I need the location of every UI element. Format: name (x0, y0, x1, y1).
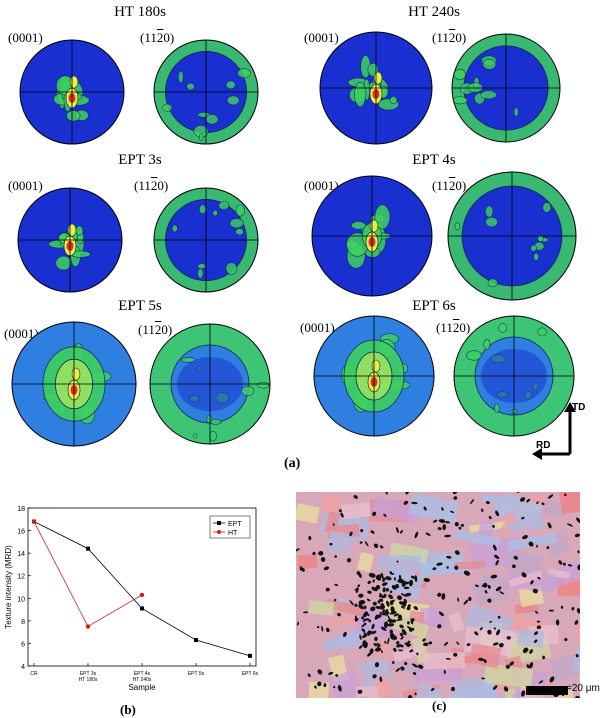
x-tick-label: EPT 3s (80, 671, 97, 677)
x-tick-label: EPT 4s (134, 671, 151, 677)
y-tick-label: 8 (21, 619, 25, 626)
pole-figures (11, 31, 577, 447)
data-point-EPT (248, 653, 252, 658)
basal-label: (0001) (4, 326, 39, 341)
prism-label: (1120) (436, 320, 471, 335)
ebsd-map (296, 492, 580, 698)
rd-label: RD (536, 440, 550, 451)
x-tick-label: CR (30, 671, 38, 677)
td-label: TD (572, 402, 585, 413)
legend-label: HT (228, 530, 238, 537)
x-tick-label: HT 180s (79, 677, 98, 683)
prism-label: (1120) (134, 178, 169, 193)
prism-pole-figure-11 (453, 315, 575, 437)
title-ht-180s: HT 180s (114, 4, 166, 20)
basal-pole-figure-0 (19, 39, 125, 145)
data-point-HT (31, 519, 37, 524)
legend-marker (217, 521, 221, 525)
y-tick-label: 18 (17, 506, 25, 513)
basal-label: (0001) (8, 30, 43, 45)
x-axis-label: Sample (128, 683, 156, 692)
y-tick-label: 10 (17, 596, 25, 603)
y-tick-label: 12 (17, 574, 25, 581)
title-ept-4s: EPT 4s (412, 152, 456, 168)
legend-label: EPT (228, 521, 242, 528)
prism-label: (1120) (432, 178, 467, 193)
panel-label-b: (b) (120, 702, 136, 717)
y-axis-label: Texture intensity (MRD) (4, 545, 13, 629)
basal-pole-figure-4 (17, 187, 123, 293)
prism-label: (1120) (432, 30, 467, 45)
y-tick-label: 14 (17, 551, 25, 558)
scale-bar (526, 686, 568, 695)
x-tick-label: HT 240s (133, 677, 152, 683)
title-ept-5s: EPT 5s (118, 298, 162, 314)
x-tick-label: EPT 6s (242, 671, 259, 677)
prism-pole-figure-3 (451, 33, 561, 143)
data-point-HT (139, 592, 145, 598)
basal-pole-figure-2 (319, 31, 433, 145)
panel-label-c: (c) (432, 698, 447, 713)
prism-pole-figure-9 (149, 323, 271, 445)
data-point-HT (85, 624, 91, 629)
basal-label: (0001) (304, 30, 339, 45)
x-tick-label: EPT 5s (188, 671, 205, 677)
basal-pole-figure-8 (11, 321, 137, 447)
title-ept-6s: EPT 6s (412, 298, 456, 314)
prism-pole-figure-5 (153, 187, 259, 293)
data-point-EPT (194, 638, 198, 643)
data-point-EPT (86, 546, 90, 551)
prism-pole-figure-7 (447, 171, 577, 301)
basal-pole-figure-10 (313, 315, 435, 437)
title-ht-240s: HT 240s (408, 4, 460, 20)
title-ept-3s: EPT 3s (118, 152, 162, 168)
scale-bar-label: =20 μm (566, 683, 600, 694)
prism-pole-figure-1 (153, 39, 259, 145)
prism-label: (1120) (138, 322, 173, 337)
basal-label: (0001) (300, 320, 335, 335)
basal-label: (0001) (8, 178, 43, 193)
legend-marker (217, 530, 221, 534)
y-tick-label: 6 (21, 641, 25, 648)
y-tick-label: 4 (21, 664, 25, 671)
prism-label: (1120) (140, 30, 175, 45)
y-tick-label: 16 (17, 529, 25, 536)
panel-label-a: (a) (284, 456, 301, 471)
basal-pole-figure-6 (311, 175, 433, 297)
basal-label: (0001) (304, 178, 339, 193)
data-point-EPT (140, 606, 144, 611)
sample-axes-indicator: TD RD (532, 402, 585, 460)
